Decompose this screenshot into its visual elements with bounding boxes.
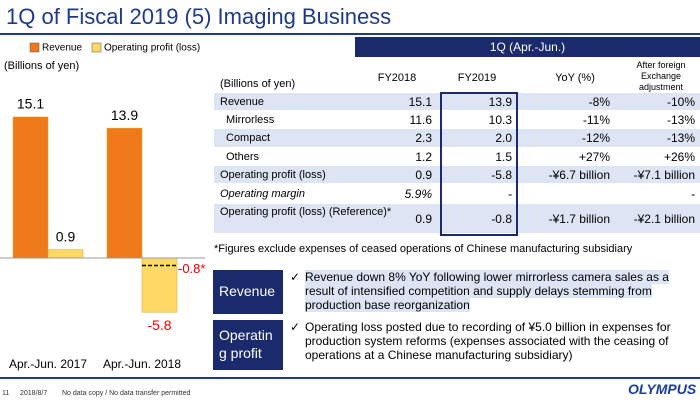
row-bg <box>214 166 700 183</box>
table-cell: -¥6.7 billion <box>548 167 610 182</box>
row-label: Operating profit (loss) (Reference)* <box>220 206 392 218</box>
row-label: Operating profit (loss) <box>220 168 326 181</box>
table-cell: -8% <box>588 94 610 109</box>
notice: No data copy / No data transfer permitte… <box>62 390 191 397</box>
table-cell: 15.1 <box>408 94 432 109</box>
row-label: Revenue <box>220 95 265 108</box>
table-cell: 0.9 <box>415 211 432 226</box>
row-bg <box>214 93 700 110</box>
table-cell: 5.9% <box>404 186 432 201</box>
legend-label: Operating profit (loss) <box>104 43 200 54</box>
row-bg <box>214 204 700 233</box>
reference-label: -0.8* <box>178 261 205 276</box>
bar <box>12 116 49 259</box>
row-label: Operating margin <box>220 187 305 200</box>
check-mark: ✓ <box>290 270 301 284</box>
note-text: Revenue down 8% YoY following lower mirr… <box>305 270 677 312</box>
table-cell: -0.8 <box>491 211 512 226</box>
column-header: YoY (%) <box>555 72 595 84</box>
row-bg <box>214 184 700 203</box>
row-bg <box>214 148 700 165</box>
table-cell: 2.0 <box>495 131 512 145</box>
bar <box>141 257 178 313</box>
x-tick-label: Apr.-Jun. 2018 <box>103 357 181 371</box>
column-header: (Billions of yen) <box>220 78 296 90</box>
table-cell: 1.5 <box>495 149 512 164</box>
value-label: 0.9 <box>56 228 76 244</box>
table-cell: -5.8 <box>491 167 512 182</box>
note-label: Operating profit <box>213 320 283 370</box>
table-cell: 2.3 <box>415 131 432 145</box>
logo: OLYMPUS <box>628 381 697 397</box>
check-mark: ✓ <box>290 320 301 334</box>
value-label: 15.1 <box>17 96 44 112</box>
bar <box>47 249 84 259</box>
legend-swatch <box>29 42 40 53</box>
note-label: Revenue <box>213 270 283 314</box>
table-cell: -¥7.1 billion <box>633 167 695 182</box>
legend-swatch <box>91 42 102 53</box>
row-label: Compact <box>226 132 271 144</box>
unit-label: (Billions of yen) <box>4 60 79 72</box>
table-cell: - <box>508 186 512 201</box>
table-footnote: *Figures exclude expenses of ceased oper… <box>214 243 633 255</box>
note-text-body: Operating loss posted due to recording o… <box>305 320 671 362</box>
value-label: 13.9 <box>111 107 138 123</box>
column-header: FY2019 <box>457 72 497 84</box>
date: 2018/8/7 <box>20 390 48 397</box>
table-cell: 0.9 <box>415 167 432 182</box>
table-cell: -10% <box>666 94 695 109</box>
column-highlight <box>440 92 518 236</box>
table-title: 1Q (Apr.-Jun.) <box>355 37 700 57</box>
column-header: FY2018 <box>377 72 417 84</box>
x-tick-label: Apr.-Jun. 2017 <box>9 357 87 371</box>
slide-title: 1Q of Fiscal 2019 (5) Imaging Business <box>6 4 392 29</box>
row-bg <box>214 129 700 147</box>
table-cell: +26% <box>663 149 695 164</box>
column-header: After foreign Exchange adjustment <box>636 60 686 92</box>
table-cell: - <box>691 186 695 201</box>
table-cell: -¥1.7 billion <box>548 211 610 226</box>
table-cell: -¥2.1 billion <box>633 211 695 226</box>
table-cell: -13% <box>666 131 695 145</box>
table-cell: 1.2 <box>415 149 432 164</box>
title-rule <box>0 33 700 35</box>
table-cell: 13.9 <box>488 94 512 109</box>
table-cell: 11.6 <box>409 112 432 127</box>
page-number: 11 <box>2 390 10 397</box>
table-cell: 10.3 <box>488 112 512 127</box>
row-label: Mirrorless <box>226 113 275 126</box>
table-cell: -12% <box>581 131 610 145</box>
value-label: -5.8 <box>147 317 171 333</box>
footer-rule <box>0 377 700 379</box>
row-bg <box>214 111 700 128</box>
legend-label: Revenue <box>42 43 82 54</box>
table-cell: -13% <box>666 112 695 127</box>
note-text-body: Revenue down 8% YoY following lower mirr… <box>305 270 669 312</box>
bar <box>106 127 143 259</box>
row-label: Others <box>226 150 260 163</box>
table-cell: +27% <box>578 149 610 164</box>
note-text: Operating loss posted due to recording o… <box>305 320 677 362</box>
table-cell: -11% <box>582 112 610 127</box>
